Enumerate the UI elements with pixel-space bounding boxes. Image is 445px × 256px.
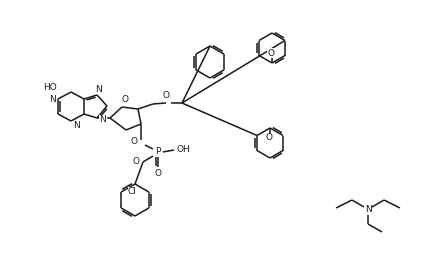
Text: N: N [364,206,372,215]
Text: O: O [133,157,139,166]
Text: P: P [155,147,161,156]
Text: Cl: Cl [128,187,137,197]
Text: N: N [95,84,101,93]
Text: N: N [73,122,79,131]
Text: O: O [130,136,138,145]
Text: OH: OH [176,145,190,155]
Text: O: O [154,169,162,178]
Text: HO: HO [43,83,57,92]
Text: O: O [121,95,129,104]
Text: O: O [267,48,275,58]
Text: N: N [100,115,106,124]
Text: O: O [266,133,272,143]
Text: O: O [162,91,170,101]
Text: N: N [50,94,57,103]
